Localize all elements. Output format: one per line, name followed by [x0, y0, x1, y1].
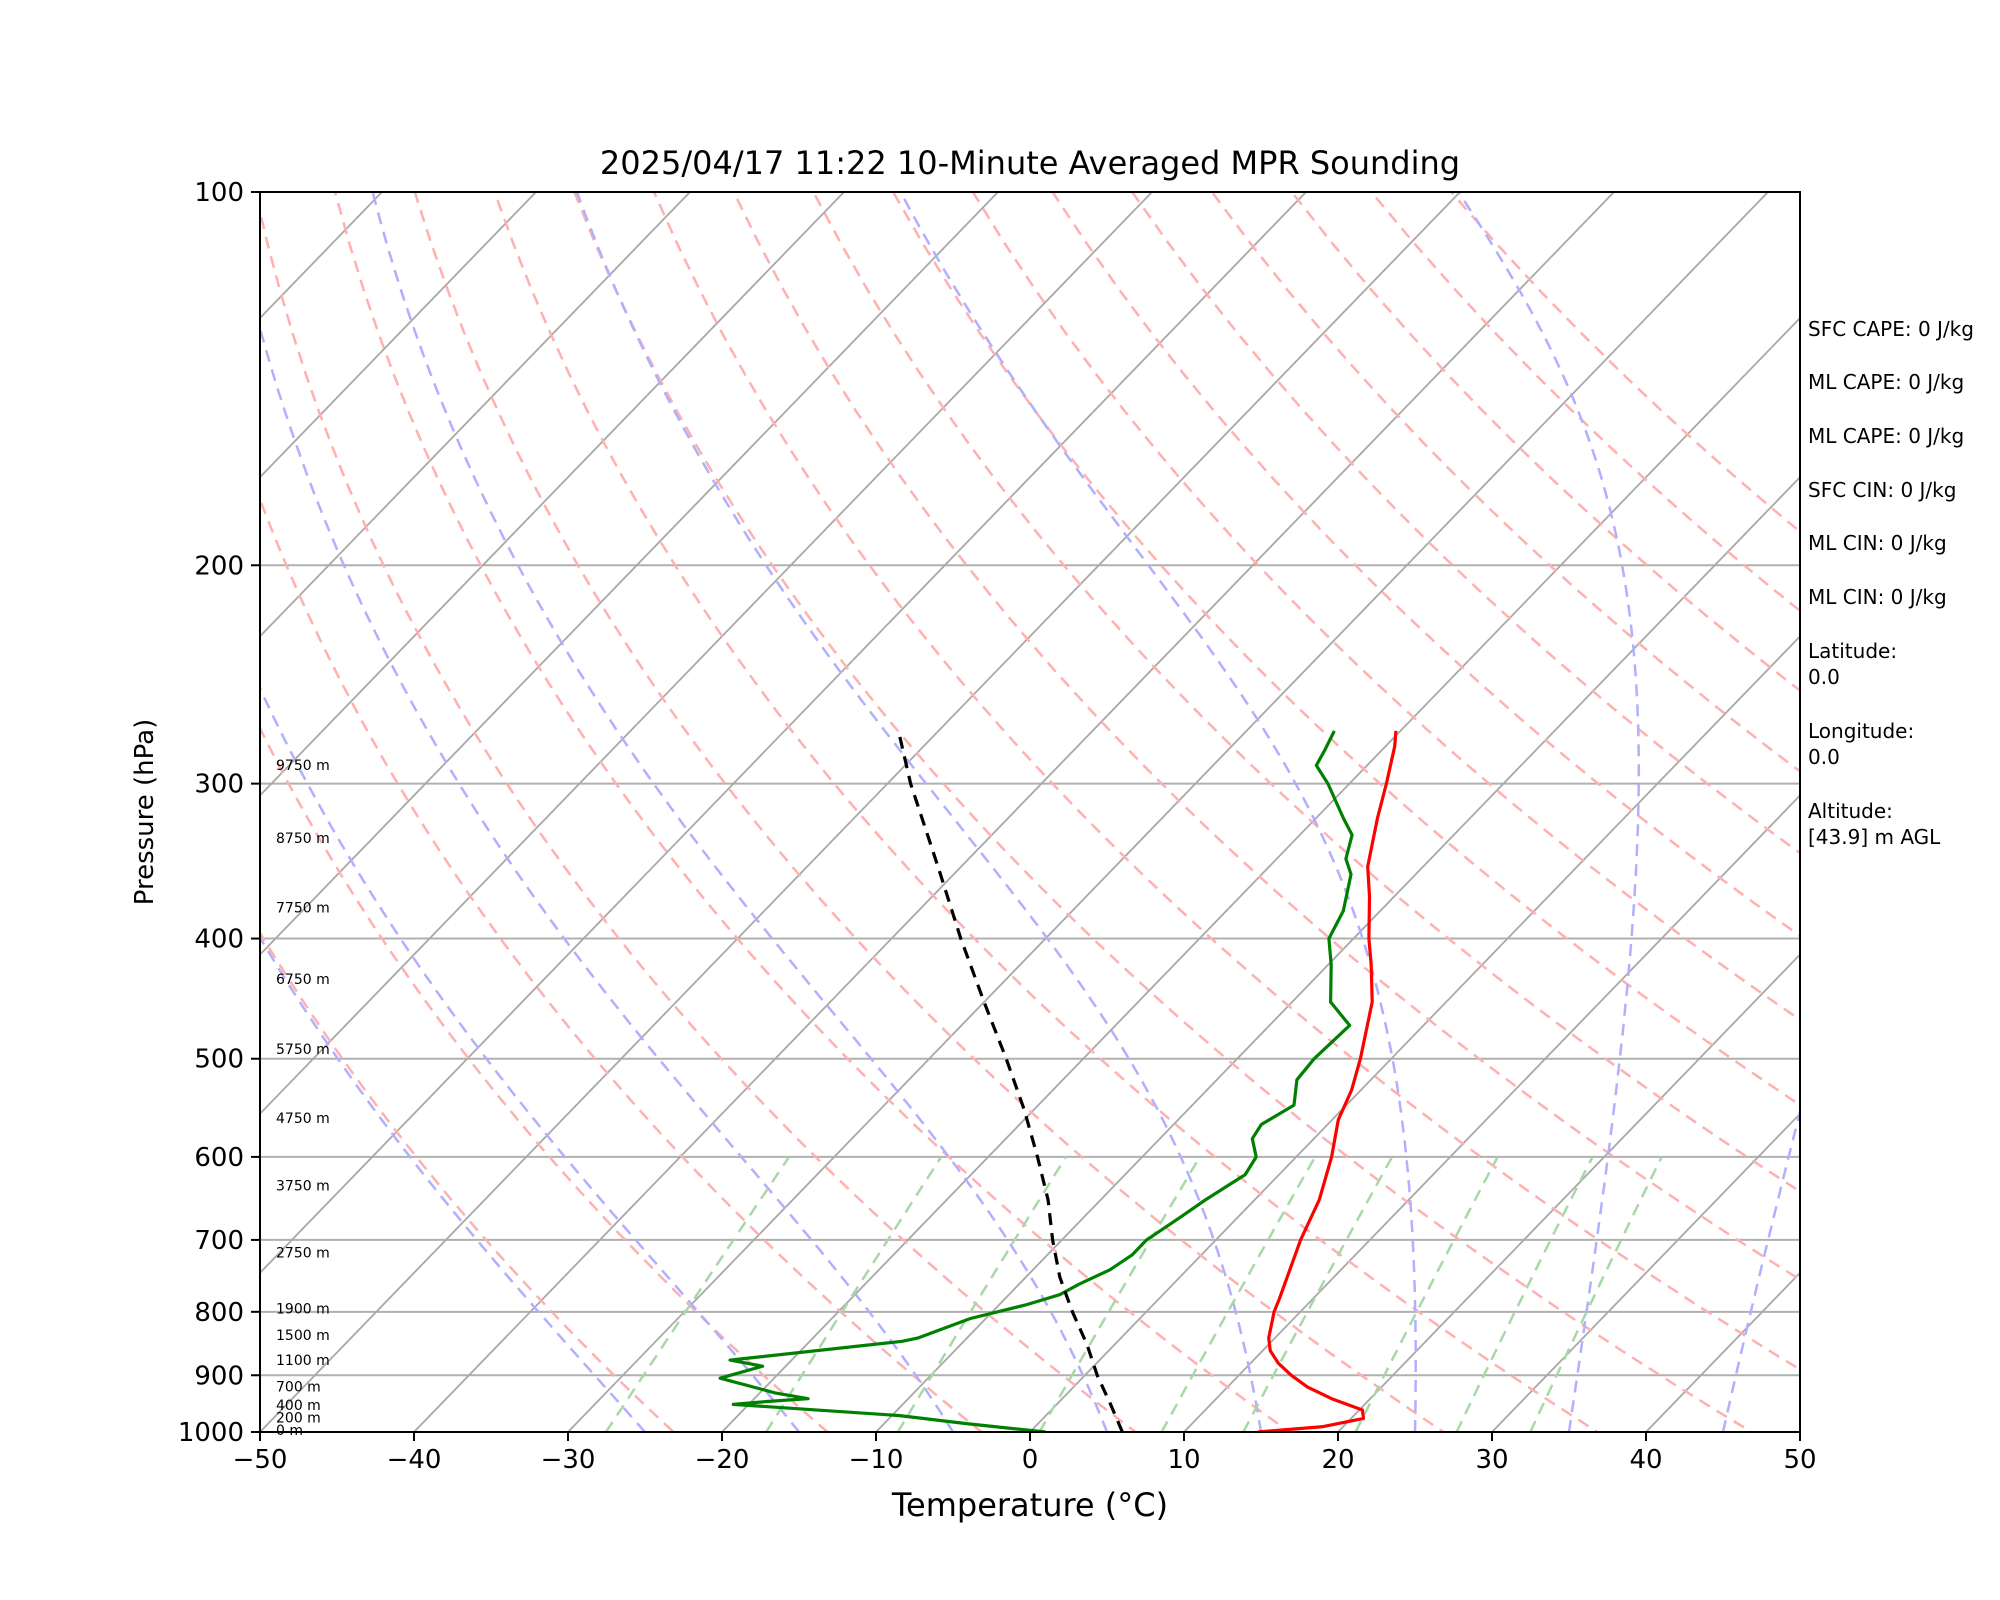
- sfc-cin-text: SFC CIN: 0 J/kg: [1808, 478, 1957, 502]
- plot-frame: [259, 191, 1801, 1433]
- mixing-ratio-line: [1242, 1156, 1394, 1432]
- dry-adiabat-line: [413, 192, 1446, 1432]
- moist-adiabat-line: [260, 323, 955, 1432]
- x-axis-label: Temperature (°C): [891, 1486, 1168, 1524]
- x-tick-label: −10: [849, 1445, 904, 1475]
- x-tick-label: 50: [1783, 1445, 1816, 1475]
- dry-adiabat-line: [260, 930, 676, 1432]
- isotherm-line: [721, 316, 1800, 1432]
- mixing-ratio-line: [1354, 1156, 1499, 1432]
- dry-adiabat-line: [260, 495, 984, 1432]
- altitude-value: [43.9] m AGL: [1808, 825, 1941, 849]
- isotherm-line: [1183, 794, 1800, 1432]
- altitude-label: Altitude:: [1808, 799, 1893, 823]
- sfc-cape-text: SFC CAPE: 0 J/kg: [1808, 317, 1974, 341]
- y-tick-label: 200: [194, 551, 244, 581]
- height-label: 1500 m: [276, 1328, 330, 1344]
- parcel-profile-line: [896, 730, 1124, 1432]
- isotherm-line: [260, 192, 537, 479]
- longitude-label: Longitude:: [1808, 719, 1915, 743]
- dry-adiabat-line: [892, 192, 1800, 1107]
- latitude-value: 0.0: [1808, 665, 1840, 689]
- dry-adiabat-line: [971, 192, 1800, 1022]
- ml-cape-text: ML CAPE: 0 J/kg: [1808, 370, 1965, 394]
- isotherm-line: [875, 475, 1800, 1432]
- moist-adiabat-line: [260, 685, 800, 1432]
- height-label: 700 m: [276, 1379, 321, 1395]
- y-tick-label: 400: [194, 925, 244, 955]
- mixing-ratio-line: [1038, 1156, 1201, 1432]
- height-label: 3750 m: [276, 1178, 330, 1194]
- x-tick-label: −40: [387, 1445, 442, 1475]
- height-label: 1100 m: [276, 1353, 330, 1369]
- isotherm-line: [260, 192, 1153, 1116]
- x-tick-label: 0: [1022, 1445, 1039, 1475]
- moist-adiabat-line: [260, 935, 646, 1432]
- y-tick-label: 300: [194, 770, 244, 800]
- isotherm-line: [1337, 953, 1800, 1432]
- dewpoint-profile-line: [718, 730, 1354, 1432]
- y-tick-label: 100: [194, 178, 244, 208]
- height-label: 5750 m: [276, 1042, 330, 1058]
- mixing-ratio-line: [604, 1156, 791, 1432]
- dry-adiabat-line: [1051, 192, 1800, 938]
- ml-cape-text-2: ML CAPE: 0 J/kg: [1808, 424, 1965, 448]
- y-tick-label: 500: [194, 1045, 244, 1075]
- dry-adiabat-line: [260, 725, 830, 1432]
- y-tick-label: 1000: [178, 1418, 244, 1448]
- height-label: 8750 m: [276, 831, 330, 847]
- isotherm-line: [1029, 635, 1800, 1432]
- mixing-ratio-line: [1455, 1156, 1594, 1432]
- dry-adiabat-line: [573, 192, 1754, 1432]
- height-label: 200 m: [276, 1410, 321, 1426]
- dry-adiabat-line: [652, 192, 1800, 1371]
- x-tick-label: 40: [1629, 1445, 1662, 1475]
- height-label: 6750 m: [276, 972, 330, 988]
- temperature-profile-line: [1257, 730, 1398, 1432]
- mixing-ratio-line: [896, 1156, 1067, 1432]
- height-label: 4750 m: [276, 1111, 330, 1127]
- x-tick-label: −20: [695, 1445, 750, 1475]
- isotherm-line: [1491, 1112, 1800, 1432]
- x-tick-label: −30: [541, 1445, 596, 1475]
- moist-adiabat-line: [1457, 192, 1641, 1432]
- isotherm-line: [260, 192, 999, 956]
- x-tick-label: 30: [1475, 1445, 1508, 1475]
- y-tick-label: 600: [194, 1143, 244, 1173]
- height-label: 9750 m: [276, 758, 330, 774]
- dry-adiabat-line: [333, 192, 1292, 1432]
- x-tick-label: 10: [1167, 1445, 1200, 1475]
- y-axis-label: Pressure (hPa): [130, 719, 160, 906]
- x-tick-label: 20: [1321, 1445, 1354, 1475]
- isotherm-line: [260, 192, 1307, 1275]
- isotherm-line: [413, 192, 1615, 1432]
- dry-adiabat-line: [493, 192, 1600, 1432]
- isotherm-line: [260, 192, 691, 638]
- dry-adiabat-line: [260, 206, 1138, 1432]
- moist-adiabat-line: [899, 192, 1417, 1432]
- latitude-label: Latitude:: [1808, 639, 1898, 663]
- mixing-ratio-line: [1160, 1156, 1317, 1432]
- height-label: 7750 m: [276, 901, 330, 917]
- moist-adiabat-line: [575, 192, 1263, 1432]
- isotherm-line: [260, 192, 845, 797]
- ml-cin-text-2: ML CIN: 0 J/kg: [1808, 585, 1947, 609]
- y-tick-label: 900: [194, 1361, 244, 1391]
- isotherm-line: [260, 192, 1461, 1432]
- chart-title: 2025/04/17 11:22 10-Minute Averaged MPR …: [600, 144, 1460, 182]
- moist-adiabat-line: [1721, 1106, 1800, 1432]
- isotherm-line: [567, 192, 1769, 1432]
- height-label: 1900 m: [276, 1301, 330, 1317]
- height-label: 400 m: [276, 1398, 321, 1414]
- x-tick-label: −50: [233, 1445, 288, 1475]
- isotherm-line: [0, 192, 74, 1432]
- y-tick-label: 700: [194, 1226, 244, 1256]
- ml-cin-text: ML CIN: 0 J/kg: [1808, 531, 1947, 555]
- longitude-value: 0.0: [1808, 745, 1840, 769]
- height-label: 2750 m: [276, 1245, 330, 1261]
- y-tick-label: 800: [194, 1298, 244, 1328]
- mixing-ratio-line: [1529, 1156, 1663, 1432]
